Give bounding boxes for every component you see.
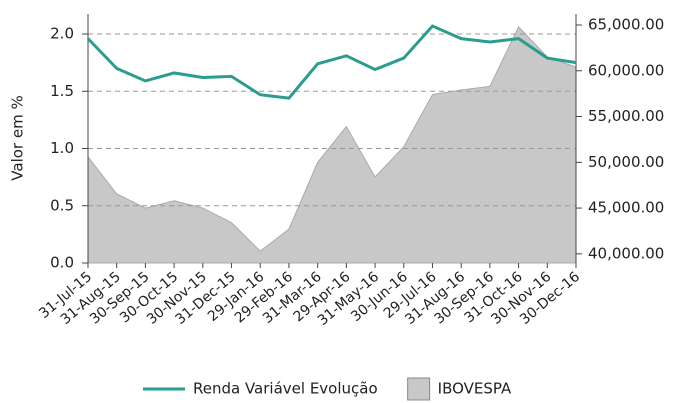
area [87, 25, 577, 264]
y-tick-label: 2.0 [50, 25, 74, 43]
y-tick-label: 1.5 [50, 82, 74, 100]
y2-tick-label: 45,000.00 [588, 199, 664, 217]
line [86, 24, 577, 100]
legend-label: Renda Variável Evolução [193, 380, 378, 398]
legend-label: IBOVESPA [438, 380, 512, 398]
y-tick-label: 0.5 [50, 196, 74, 214]
y2-tick-label: 55,000.00 [588, 107, 664, 125]
y2-tick-label: 60,000.00 [588, 61, 664, 79]
y-tick-label: 1.0 [50, 139, 74, 157]
y2-tick-label: 65,000.00 [588, 15, 664, 33]
y-axis-label: Valor em % [9, 95, 27, 180]
y2-tick-label: 40,000.00 [588, 244, 664, 262]
y2-tick-label: 50,000.00 [588, 153, 664, 171]
legend-swatch [407, 377, 431, 401]
y-tick-label: 0.0 [50, 254, 74, 272]
